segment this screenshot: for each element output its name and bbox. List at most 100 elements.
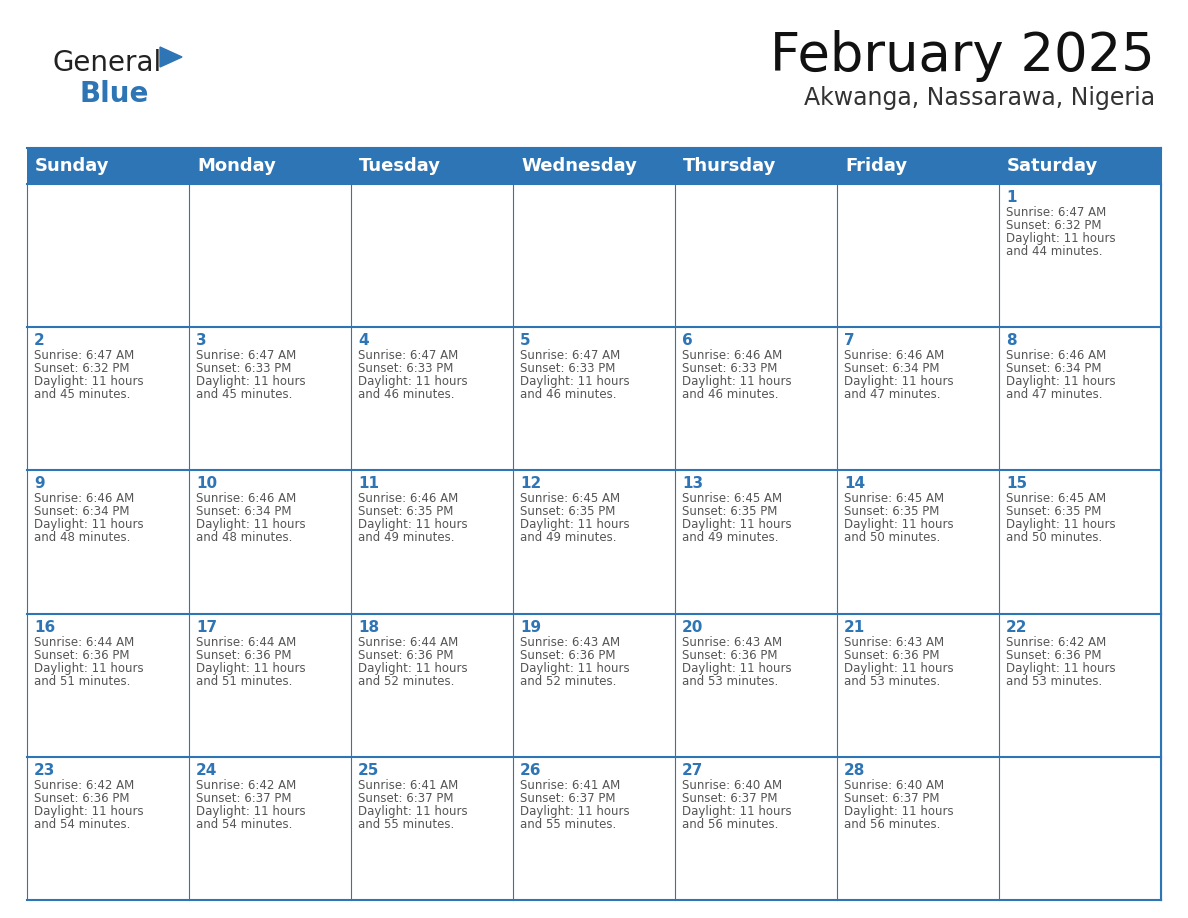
Text: 12: 12 [520, 476, 542, 491]
Text: Sunrise: 6:45 AM: Sunrise: 6:45 AM [843, 492, 944, 506]
Text: Daylight: 11 hours: Daylight: 11 hours [34, 375, 144, 388]
Text: Sunset: 6:36 PM: Sunset: 6:36 PM [520, 649, 615, 662]
Text: and 51 minutes.: and 51 minutes. [34, 675, 131, 688]
Text: Sunrise: 6:42 AM: Sunrise: 6:42 AM [34, 778, 134, 792]
Text: and 52 minutes.: and 52 minutes. [520, 675, 617, 688]
Text: Sunset: 6:33 PM: Sunset: 6:33 PM [196, 363, 291, 375]
Text: Daylight: 11 hours: Daylight: 11 hours [34, 805, 144, 818]
Text: Sunset: 6:34 PM: Sunset: 6:34 PM [196, 506, 291, 519]
Text: Sunrise: 6:47 AM: Sunrise: 6:47 AM [34, 349, 134, 363]
Text: Sunset: 6:32 PM: Sunset: 6:32 PM [34, 363, 129, 375]
Text: Sunset: 6:36 PM: Sunset: 6:36 PM [682, 649, 777, 662]
Text: and 53 minutes.: and 53 minutes. [843, 675, 940, 688]
Text: 23: 23 [34, 763, 56, 778]
Text: 24: 24 [196, 763, 217, 778]
Text: Daylight: 11 hours: Daylight: 11 hours [1006, 232, 1116, 245]
Text: Daylight: 11 hours: Daylight: 11 hours [682, 662, 791, 675]
Text: Daylight: 11 hours: Daylight: 11 hours [358, 519, 468, 532]
Text: Sunrise: 6:44 AM: Sunrise: 6:44 AM [358, 635, 459, 649]
Text: Daylight: 11 hours: Daylight: 11 hours [843, 805, 954, 818]
Text: 2: 2 [34, 333, 45, 348]
Text: 21: 21 [843, 620, 865, 634]
Text: 11: 11 [358, 476, 379, 491]
Text: Sunset: 6:33 PM: Sunset: 6:33 PM [520, 363, 615, 375]
Text: Sunrise: 6:44 AM: Sunrise: 6:44 AM [196, 635, 296, 649]
Text: and 50 minutes.: and 50 minutes. [1006, 532, 1102, 544]
Text: and 44 minutes.: and 44 minutes. [1006, 245, 1102, 258]
Text: Daylight: 11 hours: Daylight: 11 hours [34, 519, 144, 532]
Bar [27, 613, 1161, 756]
Text: Sunrise: 6:46 AM: Sunrise: 6:46 AM [196, 492, 296, 506]
Text: Sunset: 6:32 PM: Sunset: 6:32 PM [1006, 219, 1101, 232]
Text: Sunset: 6:35 PM: Sunset: 6:35 PM [1006, 506, 1101, 519]
Text: Sunset: 6:35 PM: Sunset: 6:35 PM [358, 506, 454, 519]
Text: Sunrise: 6:40 AM: Sunrise: 6:40 AM [843, 778, 944, 792]
Text: 28: 28 [843, 763, 865, 778]
Text: Sunset: 6:37 PM: Sunset: 6:37 PM [358, 792, 454, 805]
Text: and 46 minutes.: and 46 minutes. [358, 388, 455, 401]
Text: and 46 minutes.: and 46 minutes. [520, 388, 617, 401]
Polygon shape [160, 47, 182, 67]
Text: Sunset: 6:35 PM: Sunset: 6:35 PM [843, 506, 940, 519]
Text: and 50 minutes.: and 50 minutes. [843, 532, 940, 544]
Text: Sunrise: 6:43 AM: Sunrise: 6:43 AM [682, 635, 782, 649]
Text: Daylight: 11 hours: Daylight: 11 hours [520, 519, 630, 532]
Text: Daylight: 11 hours: Daylight: 11 hours [358, 375, 468, 388]
Text: Sunset: 6:37 PM: Sunset: 6:37 PM [520, 792, 615, 805]
Text: 14: 14 [843, 476, 865, 491]
Text: 3: 3 [196, 333, 207, 348]
Text: Daylight: 11 hours: Daylight: 11 hours [520, 375, 630, 388]
Text: Daylight: 11 hours: Daylight: 11 hours [196, 519, 305, 532]
Text: Monday: Monday [197, 157, 276, 175]
Text: Daylight: 11 hours: Daylight: 11 hours [196, 662, 305, 675]
Text: Sunset: 6:37 PM: Sunset: 6:37 PM [843, 792, 940, 805]
Text: 5: 5 [520, 333, 531, 348]
Text: Daylight: 11 hours: Daylight: 11 hours [682, 805, 791, 818]
Text: 1: 1 [1006, 190, 1017, 205]
Text: 6: 6 [682, 333, 693, 348]
Bar [27, 327, 1161, 470]
Text: Sunset: 6:34 PM: Sunset: 6:34 PM [34, 506, 129, 519]
Text: and 49 minutes.: and 49 minutes. [358, 532, 455, 544]
Text: 19: 19 [520, 620, 541, 634]
Text: 26: 26 [520, 763, 542, 778]
Text: Daylight: 11 hours: Daylight: 11 hours [682, 375, 791, 388]
Text: Sunrise: 6:45 AM: Sunrise: 6:45 AM [1006, 492, 1106, 506]
Text: and 56 minutes.: and 56 minutes. [843, 818, 941, 831]
Text: Daylight: 11 hours: Daylight: 11 hours [358, 662, 468, 675]
Text: Sunrise: 6:44 AM: Sunrise: 6:44 AM [34, 635, 134, 649]
Text: 10: 10 [196, 476, 217, 491]
Text: and 52 minutes.: and 52 minutes. [358, 675, 454, 688]
Text: Sunrise: 6:41 AM: Sunrise: 6:41 AM [358, 778, 459, 792]
Text: Sunrise: 6:40 AM: Sunrise: 6:40 AM [682, 778, 782, 792]
Text: Sunrise: 6:47 AM: Sunrise: 6:47 AM [358, 349, 459, 363]
Text: 7: 7 [843, 333, 854, 348]
Text: and 56 minutes.: and 56 minutes. [682, 818, 778, 831]
Text: 20: 20 [682, 620, 703, 634]
Text: Sunset: 6:34 PM: Sunset: 6:34 PM [1006, 363, 1101, 375]
Text: Sunset: 6:36 PM: Sunset: 6:36 PM [358, 649, 454, 662]
Text: Daylight: 11 hours: Daylight: 11 hours [34, 662, 144, 675]
Text: and 53 minutes.: and 53 minutes. [682, 675, 778, 688]
Text: and 45 minutes.: and 45 minutes. [34, 388, 131, 401]
Text: Daylight: 11 hours: Daylight: 11 hours [843, 375, 954, 388]
Text: Blue: Blue [80, 80, 150, 108]
Text: Sunset: 6:36 PM: Sunset: 6:36 PM [843, 649, 940, 662]
Text: Sunrise: 6:46 AM: Sunrise: 6:46 AM [1006, 349, 1106, 363]
Text: 16: 16 [34, 620, 56, 634]
Text: Sunrise: 6:42 AM: Sunrise: 6:42 AM [196, 778, 296, 792]
Text: 15: 15 [1006, 476, 1028, 491]
Text: and 53 minutes.: and 53 minutes. [1006, 675, 1102, 688]
Text: Daylight: 11 hours: Daylight: 11 hours [843, 519, 954, 532]
Text: Daylight: 11 hours: Daylight: 11 hours [196, 805, 305, 818]
Text: Sunset: 6:37 PM: Sunset: 6:37 PM [196, 792, 291, 805]
Text: Thursday: Thursday [683, 157, 777, 175]
Text: and 49 minutes.: and 49 minutes. [682, 532, 778, 544]
Text: and 49 minutes.: and 49 minutes. [520, 532, 617, 544]
Text: and 54 minutes.: and 54 minutes. [196, 818, 292, 831]
Text: Sunset: 6:33 PM: Sunset: 6:33 PM [358, 363, 454, 375]
Text: 22: 22 [1006, 620, 1028, 634]
Text: 4: 4 [358, 333, 368, 348]
Text: and 51 minutes.: and 51 minutes. [196, 675, 292, 688]
Text: Sunset: 6:35 PM: Sunset: 6:35 PM [520, 506, 615, 519]
